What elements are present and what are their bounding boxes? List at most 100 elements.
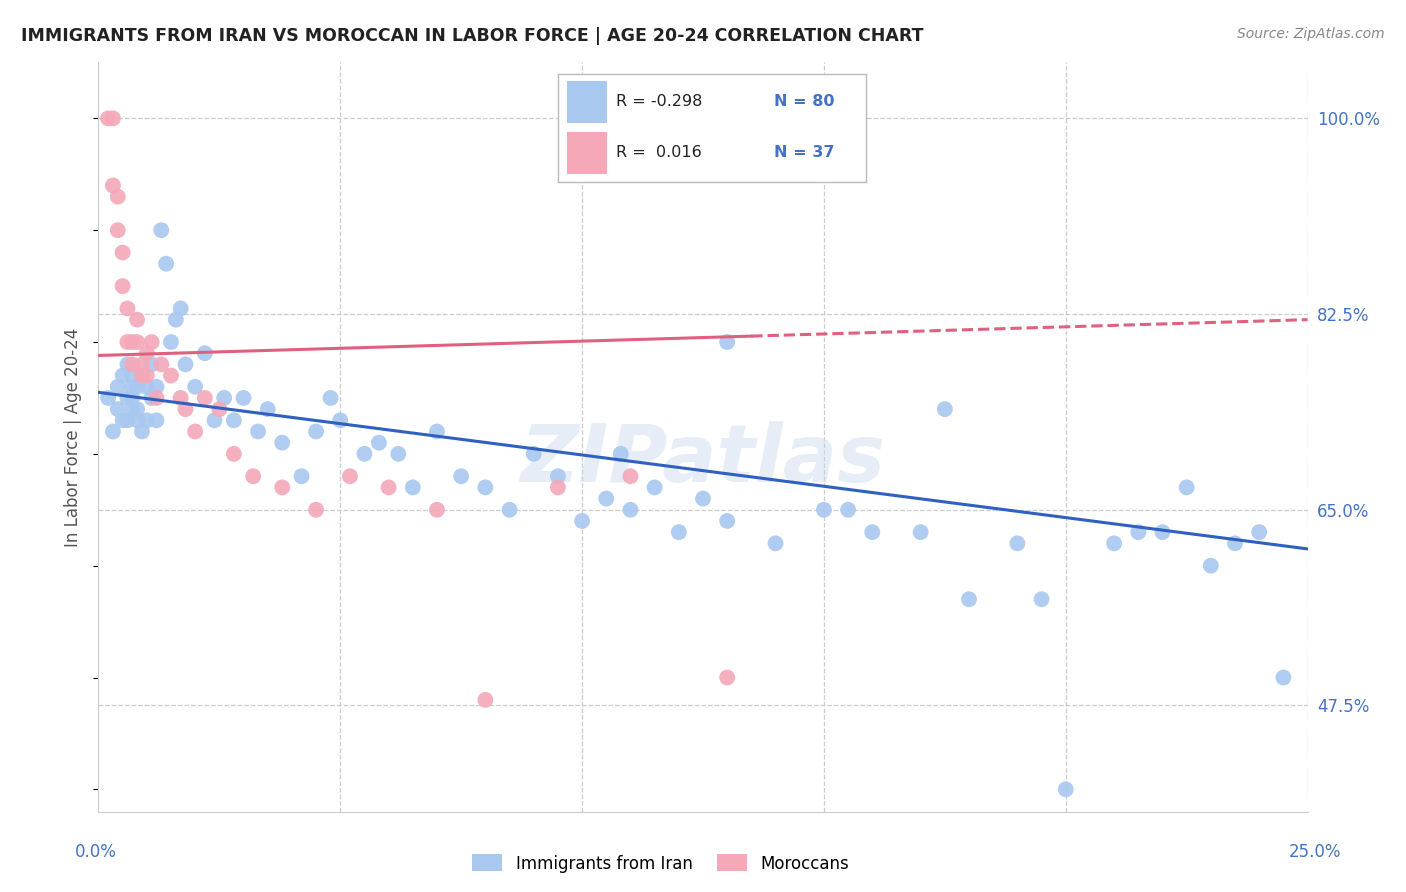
- Point: [498, 502, 520, 516]
- Point: [150, 223, 173, 237]
- Point: [127, 413, 149, 427]
- Point: [135, 346, 157, 360]
- Point: [329, 413, 352, 427]
- Point: [131, 358, 153, 372]
- Point: [97, 112, 120, 126]
- Point: [160, 368, 183, 383]
- Point: [1223, 536, 1246, 550]
- Point: [242, 469, 264, 483]
- Point: [290, 469, 312, 483]
- Point: [222, 413, 245, 427]
- Point: [860, 525, 883, 540]
- Point: [141, 334, 163, 349]
- Point: [368, 435, 391, 450]
- Point: [121, 402, 143, 417]
- Point: [111, 279, 134, 293]
- Point: [121, 368, 143, 383]
- Point: [1128, 525, 1150, 540]
- Point: [184, 380, 207, 394]
- Point: [117, 413, 139, 427]
- Point: [107, 380, 129, 394]
- Point: [232, 391, 254, 405]
- Point: [101, 112, 124, 126]
- Point: [107, 223, 129, 237]
- Point: [135, 413, 157, 427]
- Point: [222, 447, 245, 461]
- Point: [813, 502, 835, 516]
- Point: [145, 380, 167, 394]
- Point: [121, 358, 143, 372]
- Point: [837, 502, 859, 516]
- Point: [426, 502, 449, 516]
- Point: [1249, 525, 1271, 540]
- Point: [97, 391, 120, 405]
- Point: [1102, 536, 1125, 550]
- Point: [1199, 558, 1222, 573]
- Point: [101, 178, 124, 193]
- Point: [169, 391, 191, 405]
- Text: Source: ZipAtlas.com: Source: ZipAtlas.com: [1237, 27, 1385, 41]
- Point: [450, 469, 472, 483]
- Point: [150, 358, 173, 372]
- Point: [111, 245, 134, 260]
- Point: [127, 334, 149, 349]
- Point: [619, 502, 641, 516]
- Legend: Immigrants from Iran, Moroccans: Immigrants from Iran, Moroccans: [465, 847, 856, 880]
- Point: [155, 257, 177, 271]
- Point: [101, 425, 124, 439]
- Point: [377, 480, 399, 494]
- Point: [107, 189, 129, 203]
- Point: [121, 334, 143, 349]
- Point: [212, 391, 235, 405]
- Text: 25.0%: 25.0%: [1288, 843, 1341, 861]
- Point: [145, 413, 167, 427]
- Point: [910, 525, 932, 540]
- Point: [1054, 782, 1077, 797]
- Point: [305, 502, 328, 516]
- Point: [595, 491, 617, 506]
- Point: [692, 491, 714, 506]
- Point: [247, 425, 270, 439]
- Point: [353, 447, 375, 461]
- Point: [319, 391, 342, 405]
- Point: [111, 368, 134, 383]
- Point: [208, 402, 231, 417]
- Point: [387, 447, 409, 461]
- Point: [117, 391, 139, 405]
- Point: [256, 402, 278, 417]
- Point: [184, 425, 207, 439]
- Point: [1031, 592, 1053, 607]
- Point: [474, 480, 496, 494]
- Point: [610, 447, 633, 461]
- Point: [160, 334, 183, 349]
- Point: [135, 368, 157, 383]
- Text: 0.0%: 0.0%: [75, 843, 117, 861]
- Point: [571, 514, 593, 528]
- Point: [1272, 671, 1295, 685]
- Point: [131, 368, 153, 383]
- Point: [644, 480, 666, 494]
- Point: [165, 312, 187, 326]
- Point: [117, 334, 139, 349]
- Point: [716, 334, 738, 349]
- Point: [169, 301, 191, 316]
- Point: [194, 391, 217, 405]
- Point: [145, 391, 167, 405]
- Point: [271, 480, 294, 494]
- Point: [117, 301, 139, 316]
- Point: [957, 592, 980, 607]
- Point: [141, 391, 163, 405]
- Text: IMMIGRANTS FROM IRAN VS MOROCCAN IN LABOR FORCE | AGE 20-24 CORRELATION CHART: IMMIGRANTS FROM IRAN VS MOROCCAN IN LABO…: [21, 27, 924, 45]
- Point: [127, 312, 149, 326]
- Point: [1007, 536, 1029, 550]
- Point: [107, 402, 129, 417]
- Point: [174, 358, 197, 372]
- Point: [117, 358, 139, 372]
- Point: [305, 425, 328, 439]
- Point: [1152, 525, 1174, 540]
- Point: [765, 536, 787, 550]
- Point: [204, 413, 226, 427]
- Point: [121, 391, 143, 405]
- Point: [402, 480, 425, 494]
- Point: [547, 469, 569, 483]
